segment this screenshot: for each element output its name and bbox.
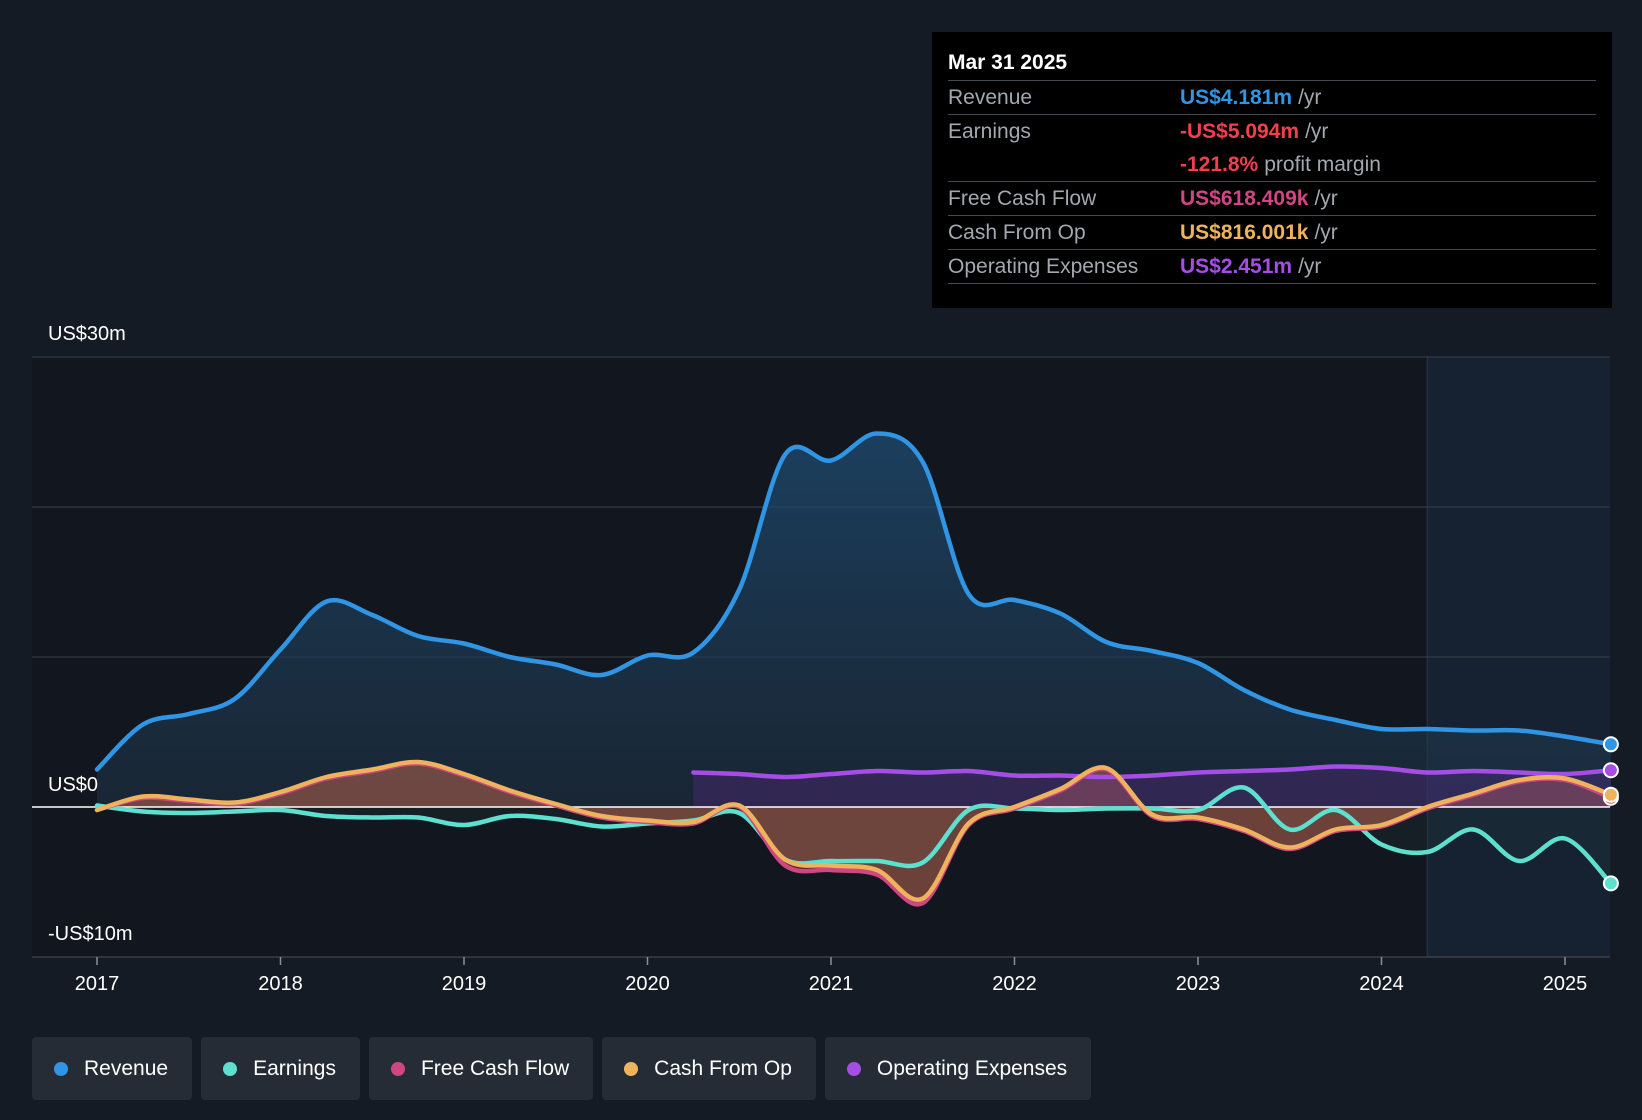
tooltip-row-profit-margin: -121.8% profit margin — [948, 148, 1596, 181]
y-axis-label-bottom: -US$10m — [48, 923, 132, 945]
cash-from-op-endpoint[interactable] — [1602, 786, 1619, 803]
legend-item-revenue[interactable]: Revenue — [32, 1037, 193, 1100]
free-cash-flow-area — [97, 763, 1611, 905]
tooltip-label: Earnings — [948, 119, 1031, 143]
operating-expenses-endpoint[interactable] — [1602, 762, 1619, 779]
tooltip-value-earnings: -US$5.094m — [1180, 119, 1300, 143]
operating-expenses-area — [693, 766, 1611, 807]
tooltip-unit: /yr — [1298, 85, 1322, 109]
tooltip-unit: /yr — [1305, 119, 1329, 143]
tooltip-unit: /yr — [1298, 254, 1322, 278]
tooltip-value-cash-from-op: US$816.001k — [1180, 220, 1309, 244]
cash-from-op-area — [97, 761, 1611, 900]
legend-item-free-cash-flow[interactable]: Free Cash Flow — [368, 1037, 594, 1100]
x-tick-label: 2021 — [809, 973, 854, 995]
tooltip-label: Cash From Op — [948, 220, 1086, 244]
x-tick-label: 2024 — [1359, 973, 1404, 995]
tooltip-row-revenue: Revenue US$4.181m /yr — [948, 80, 1596, 114]
x-tick-label: 2022 — [992, 973, 1037, 995]
y-axis-label-top: US$30m — [48, 323, 126, 345]
tooltip-unit: profit margin — [1264, 152, 1381, 176]
legend-label: Revenue — [84, 1056, 169, 1080]
earnings-dot-icon — [223, 1061, 238, 1076]
tooltip-unit: /yr — [1314, 220, 1338, 244]
tooltip-panel: Mar 31 2025 Revenue US$4.181m /yr Earnin… — [932, 32, 1612, 308]
legend-label: Cash From Op — [654, 1056, 792, 1080]
revenue-line — [94, 431, 1614, 772]
y-axis-label-zero: US$0 — [48, 774, 98, 796]
tooltip-row-free-cash-flow: Free Cash Flow US$618.409k /yr — [948, 181, 1596, 215]
x-tick-label: 2019 — [442, 973, 487, 995]
operating-expenses-dot-icon — [846, 1061, 861, 1076]
legend-label: Earnings — [253, 1056, 336, 1080]
tooltip-value-operating-expenses: US$2.451m — [1180, 254, 1293, 278]
tooltip-row-cash-from-op: Cash From Op US$816.001k /yr — [948, 215, 1596, 249]
earnings-area — [97, 787, 1611, 884]
revenue-area — [97, 433, 1611, 807]
tooltip-label: Free Cash Flow — [948, 186, 1097, 210]
revenue-dot-icon — [54, 1061, 68, 1076]
tooltip-value-revenue: US$4.181m — [1180, 85, 1293, 109]
tooltip-value-free-cash-flow: US$618.409k — [1180, 186, 1309, 210]
tooltip-row-operating-expenses: Operating Expenses US$2.451m /yr — [948, 249, 1596, 284]
legend: Revenue Earnings Free Cash Flow Cash Fro… — [32, 1037, 1092, 1100]
cash-from-op-line — [94, 759, 1614, 902]
tooltip-label: Revenue — [948, 85, 1033, 109]
tooltip-row-earnings: Earnings -US$5.094m /yr — [948, 114, 1596, 148]
tooltip-date: Mar 31 2025 — [948, 51, 1068, 74]
legend-item-operating-expenses[interactable]: Operating Expenses — [824, 1037, 1092, 1100]
operating-expenses-line — [691, 764, 1614, 780]
free-cash-flow-dot-icon — [390, 1061, 405, 1076]
x-tick-label: 2023 — [1176, 973, 1221, 995]
series-lines — [94, 431, 1614, 907]
earnings-endpoint[interactable] — [1602, 875, 1619, 892]
x-tick-label: 2020 — [625, 973, 670, 995]
x-tick-label: 2018 — [258, 973, 303, 995]
cash-from-op-dot-icon — [624, 1061, 639, 1076]
legend-item-cash-from-op[interactable]: Cash From Op — [602, 1037, 816, 1100]
revenue-endpoint[interactable] — [1602, 736, 1619, 753]
series-endpoints[interactable] — [1602, 736, 1619, 892]
legend-label: Free Cash Flow — [420, 1056, 570, 1080]
tooltip-unit: /yr — [1314, 186, 1338, 210]
legend-item-earnings[interactable]: Earnings — [201, 1037, 360, 1100]
tooltip-label: Operating Expenses — [948, 254, 1139, 278]
series-areas — [97, 433, 1611, 905]
x-tick-label: 2017 — [75, 973, 120, 995]
x-axis-ticks: 2017 2018 2019 2020 2021 2022 2023 2024 2025 — [75, 957, 1588, 995]
legend-label: Operating Expenses — [876, 1056, 1068, 1080]
tooltip-value-profit-margin: -121.8% — [1180, 152, 1259, 176]
x-tick-label: 2025 — [1543, 973, 1588, 995]
